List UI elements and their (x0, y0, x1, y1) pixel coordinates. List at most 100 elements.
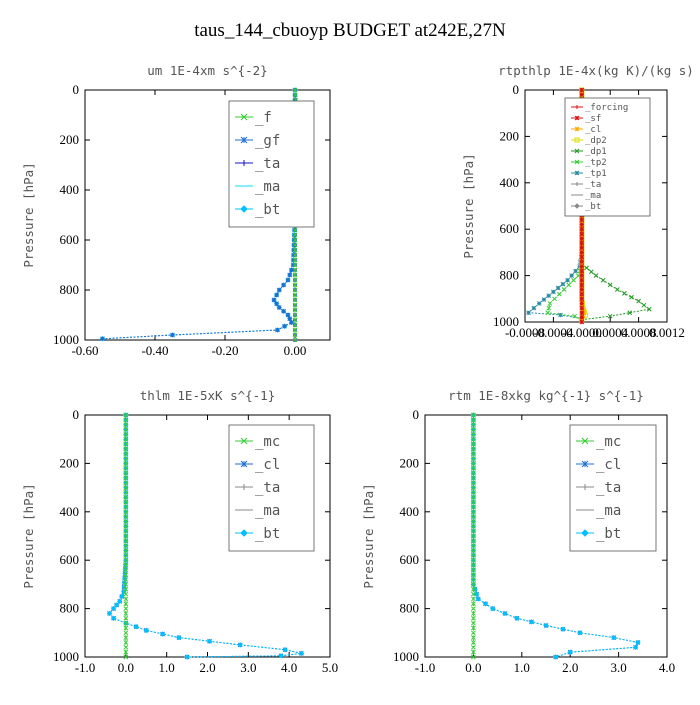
x-tick-label: -1.0 (415, 660, 436, 675)
data-point (552, 296, 557, 302)
data-point (635, 639, 641, 646)
data-point (282, 647, 288, 653)
series-line (581, 90, 651, 321)
data-point (110, 615, 117, 621)
data-point (543, 622, 549, 629)
data-point (292, 327, 298, 333)
data-point (471, 644, 476, 650)
data-point (546, 305, 552, 311)
data-point (123, 625, 129, 631)
data-point (471, 601, 476, 607)
data-point (471, 553, 476, 558)
legend-marker (574, 203, 580, 209)
x-tick-label: -0.60 (71, 343, 98, 358)
data-point (471, 504, 476, 510)
data-point (482, 601, 489, 607)
data-point (292, 322, 298, 328)
data-point (133, 624, 139, 630)
data-point (123, 533, 129, 539)
legend-marker (574, 170, 580, 176)
data-point (471, 446, 476, 452)
data-point (471, 596, 476, 602)
data-point (176, 634, 182, 641)
x-tick-label: -0.0000 (562, 325, 602, 340)
data-point (579, 227, 584, 232)
x-tick-label: 2.0 (562, 660, 578, 675)
data-point (579, 320, 584, 324)
data-point (143, 627, 149, 634)
y-tick-label: 0 (73, 407, 80, 422)
y-tick-label: 200 (400, 455, 420, 470)
data-point (471, 461, 476, 466)
legend-box (228, 424, 315, 552)
y-tick-label: 1000 (53, 332, 79, 347)
y-tick-label: 600 (60, 232, 80, 247)
data-point (292, 247, 298, 253)
data-point (471, 538, 476, 544)
data-point (123, 644, 129, 650)
data-point (289, 320, 294, 325)
data-point (611, 634, 617, 641)
data-point (579, 310, 584, 315)
data-point (579, 268, 584, 273)
chart-title: rtpthlp 1E-4x(kg K)/(kg s) (498, 63, 694, 78)
data-point (584, 265, 589, 271)
data-point (607, 313, 613, 319)
x-tick-label: 0.00 (284, 343, 307, 358)
data-point (123, 446, 129, 452)
data-point (123, 596, 129, 602)
data-point (632, 644, 639, 651)
data-point (287, 316, 293, 322)
data-point (579, 241, 584, 246)
data-point (551, 289, 556, 295)
x-tick-label: 2.0 (199, 660, 215, 675)
data-point (471, 635, 476, 640)
chart-title: thlm 1E-5xK s^{-1} (140, 388, 275, 403)
data-point (607, 282, 613, 288)
data-point (471, 649, 476, 655)
page-title: taus_144_cbuoyp BUDGET at242E,27N (194, 20, 506, 41)
data-point (579, 303, 585, 309)
y-axis-label: Pressure [hPa] (461, 153, 476, 258)
data-point (579, 92, 584, 97)
chart-panel-2: rtpthlp 1E-4x(kg K)/(kg s) Pressure [hPa]… (461, 63, 694, 340)
x-tick-label: 4.0 (281, 660, 297, 675)
data-point (119, 593, 125, 600)
data-point (579, 259, 584, 264)
data-point (117, 598, 123, 605)
data-point (123, 543, 129, 549)
data-point (579, 317, 585, 323)
data-point (298, 650, 305, 657)
data-point (123, 451, 129, 457)
x-tick-label: -0.0008 (505, 325, 545, 340)
data-point (629, 294, 634, 300)
legend-marker (581, 460, 589, 468)
data-point (123, 640, 129, 645)
legend-marker (574, 137, 580, 143)
data-point (471, 543, 476, 549)
data-point (291, 257, 296, 263)
legend: _f _gf _ta _ma _bt (228, 100, 315, 228)
data-point (292, 267, 298, 273)
x-tick-label: 1.0 (514, 660, 530, 675)
data-point (471, 572, 476, 578)
data-point (560, 281, 566, 287)
legend: _mc _cl _ta _ma _bt (228, 424, 315, 552)
data-point (123, 490, 129, 495)
data-point (275, 327, 280, 333)
data-point (291, 237, 297, 243)
data-point (159, 631, 166, 637)
legend-entry: _ta (585, 180, 601, 190)
data-point (123, 620, 129, 626)
data-point (100, 336, 105, 342)
plot-frame (524, 89, 668, 323)
data-point (292, 262, 298, 268)
data-point (471, 611, 476, 616)
data-point (471, 514, 476, 519)
data-point (471, 485, 476, 490)
data-point (281, 282, 286, 288)
data-point (292, 227, 298, 233)
data-point (292, 317, 298, 323)
data-point (565, 277, 570, 283)
data-point (287, 272, 293, 278)
